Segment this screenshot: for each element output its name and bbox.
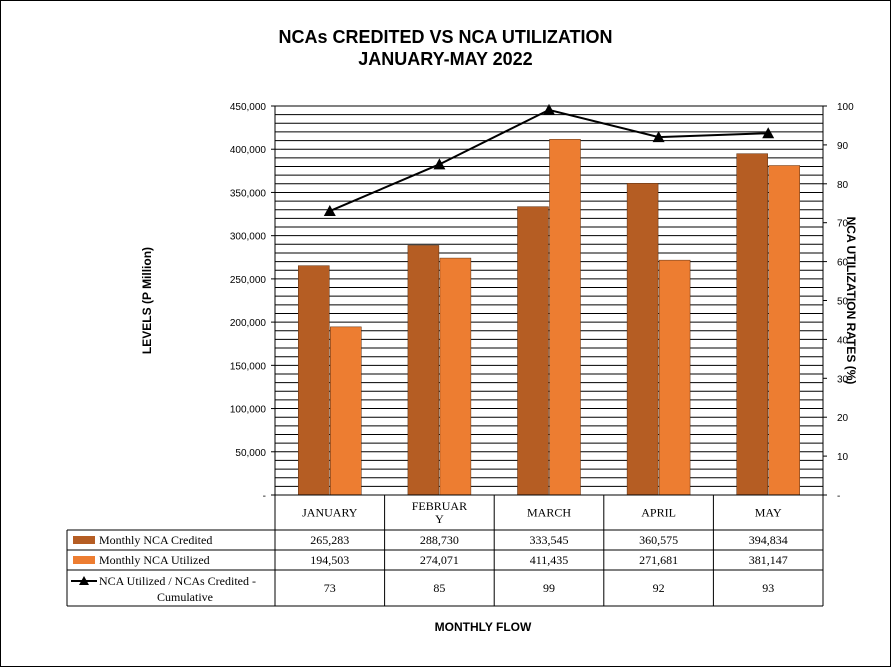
category-label: MARCH bbox=[527, 506, 571, 520]
y-tick-label: 200,000 bbox=[230, 318, 267, 329]
y2-tick-label: 80 bbox=[837, 180, 849, 191]
category-label: Y bbox=[435, 512, 444, 526]
data-label: 93 bbox=[762, 581, 774, 595]
y-tick-label: 350,000 bbox=[230, 188, 267, 199]
legend-label: Monthly NCA Utilized bbox=[99, 553, 210, 567]
bar-credited bbox=[407, 245, 440, 496]
data-label: 194,503 bbox=[310, 553, 349, 567]
legend-label: NCA Utilized / NCAs Credited - bbox=[99, 574, 256, 588]
category-label: JANUARY bbox=[302, 506, 358, 520]
utilization-marker bbox=[762, 127, 775, 139]
y-tick-label: - bbox=[263, 491, 266, 502]
bar-utilized bbox=[658, 259, 691, 496]
data-label: 411,435 bbox=[530, 553, 569, 567]
utilization-marker bbox=[652, 131, 665, 143]
data-label: 73 bbox=[324, 581, 336, 595]
y2-tick-label: 50 bbox=[837, 297, 849, 308]
legend-label: Monthly NCA Credited bbox=[99, 533, 212, 547]
legend-label: Cumulative bbox=[157, 590, 213, 604]
x-axis-title: MONTHLY FLOW bbox=[435, 620, 532, 634]
data-label: 85 bbox=[433, 581, 445, 595]
data-label: 92 bbox=[653, 581, 665, 595]
utilization-marker bbox=[323, 205, 336, 217]
bar-credited bbox=[736, 153, 768, 496]
chart-subtitle: JANUARY-MAY 2022 bbox=[358, 49, 533, 69]
category-label: MAY bbox=[755, 506, 782, 520]
legend-swatch bbox=[73, 556, 95, 564]
legend-swatch bbox=[73, 536, 95, 544]
y2-tick-label: 10 bbox=[837, 452, 849, 463]
bar-utilized bbox=[768, 165, 800, 496]
y-tick-label: 50,000 bbox=[235, 448, 266, 459]
y-tick-label: 100,000 bbox=[230, 405, 267, 416]
y-tick-label: 150,000 bbox=[230, 361, 267, 372]
data-label: 265,283 bbox=[310, 533, 349, 547]
bar-credited bbox=[626, 183, 659, 496]
category-label: APRIL bbox=[641, 506, 676, 520]
y2-axis-title: NCA UTILIZATION RATES (%) bbox=[844, 217, 858, 385]
y2-tick-label: - bbox=[837, 491, 840, 502]
y2-tick-label: 90 bbox=[837, 141, 849, 152]
data-label: 274,071 bbox=[420, 553, 459, 567]
utilization-line bbox=[329, 108, 769, 212]
data-label: 360,575 bbox=[639, 533, 678, 547]
chart-title: NCAs CREDITED VS NCA UTILIZATION bbox=[278, 27, 613, 47]
bar-utilized bbox=[549, 139, 581, 496]
y2-tick-label: 20 bbox=[837, 413, 849, 424]
data-label: 394,834 bbox=[749, 533, 788, 547]
y2-tick-label: 40 bbox=[837, 335, 849, 346]
y2-tick-label: 60 bbox=[837, 258, 849, 269]
bar-credited bbox=[298, 265, 330, 496]
data-label: 271,681 bbox=[639, 553, 678, 567]
y2-tick-label: 70 bbox=[837, 219, 849, 230]
y2-tick-label: 30 bbox=[837, 374, 849, 385]
data-label: 99 bbox=[543, 581, 555, 595]
data-label: 381,147 bbox=[749, 553, 788, 567]
y-tick-label: 300,000 bbox=[230, 232, 267, 243]
utilization-marker bbox=[543, 103, 555, 115]
y-tick-label: 450,000 bbox=[230, 102, 267, 113]
legend-marker bbox=[79, 576, 89, 585]
category-label: FEBRUAR bbox=[412, 499, 467, 513]
y-axis-title: LEVELS (P Million) bbox=[140, 247, 154, 354]
bar-utilized bbox=[330, 326, 362, 496]
data-label: 288,730 bbox=[420, 533, 459, 547]
y-tick-label: 250,000 bbox=[230, 275, 267, 286]
bar-utilized bbox=[439, 257, 472, 496]
y2-tick-label: 100 bbox=[837, 102, 854, 113]
utilization-marker bbox=[433, 158, 446, 170]
bar-credited bbox=[517, 206, 549, 496]
y-tick-label: 400,000 bbox=[230, 145, 267, 156]
data-label: 333,545 bbox=[530, 533, 569, 547]
